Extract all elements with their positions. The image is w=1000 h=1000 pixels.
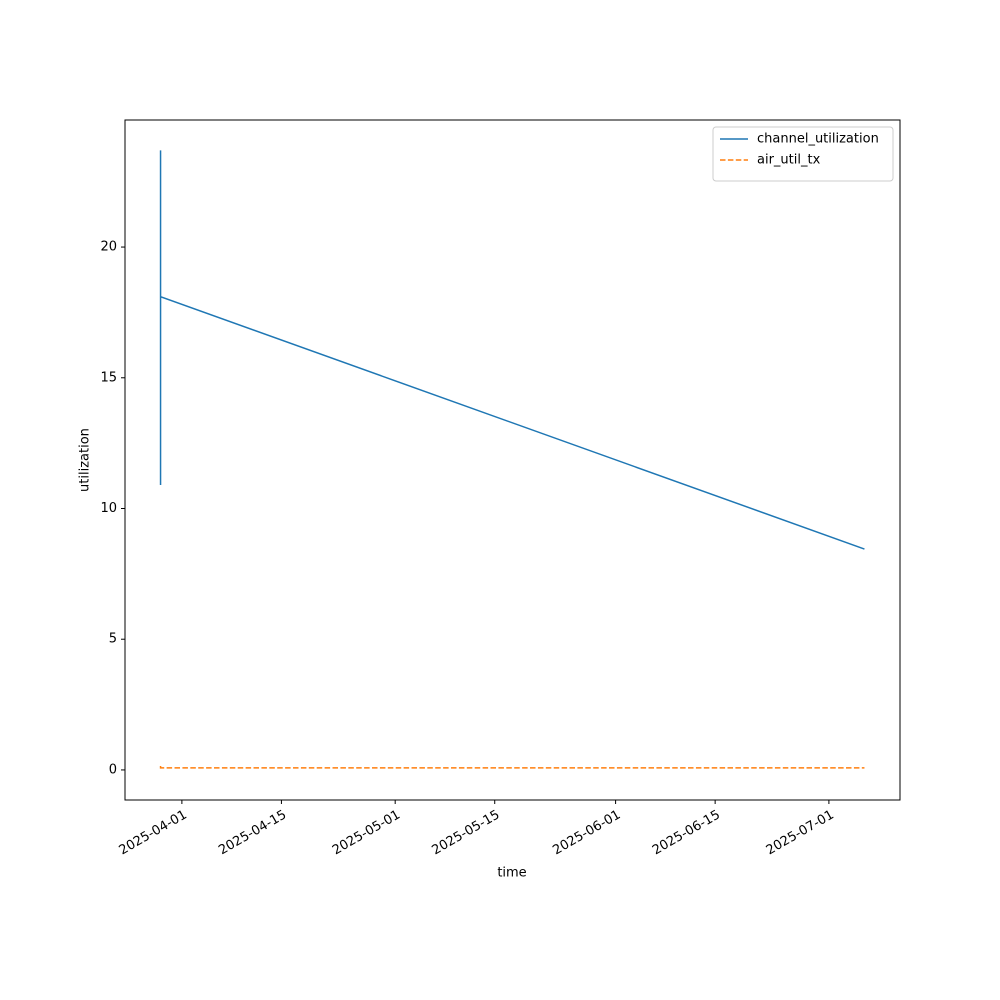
y-tick-label: 20 [100,240,117,255]
y-tick-label: 5 [109,632,117,647]
plot-frame [124,119,901,801]
x-axis-label: time [497,866,526,881]
legend-label: air_util_tx [757,153,821,168]
data-line [159,766,865,769]
legend-label: channel_utilization [757,132,879,147]
y-tick-label: 0 [109,762,117,777]
legend-box [712,126,894,182]
y-tick-label: 10 [100,501,117,516]
y-axis-label: utilization [78,428,93,492]
data-line [159,150,865,550]
y-tick-label: 15 [100,370,117,385]
